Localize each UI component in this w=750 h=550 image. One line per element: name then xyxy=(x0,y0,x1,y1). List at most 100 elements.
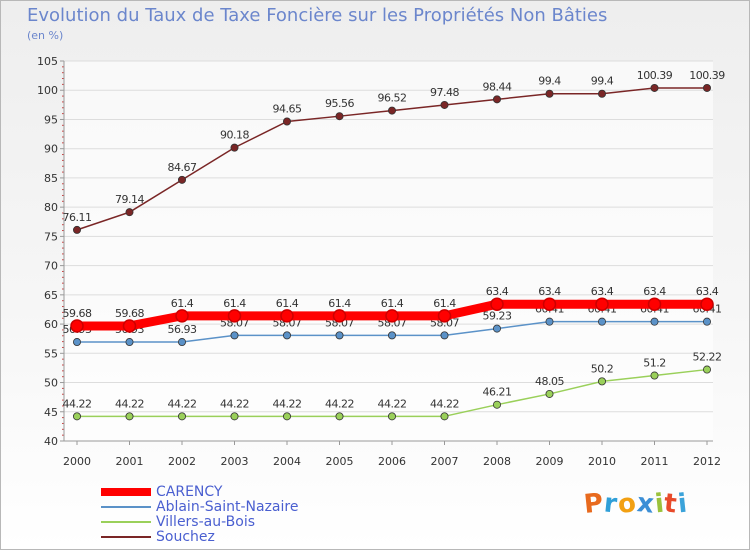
y-tick-label: 55 xyxy=(44,347,58,360)
y-axis: 40 45 50 55 60 65 70 75 80 85 90 95 100 105 xyxy=(37,55,65,448)
y-tick-label: 85 xyxy=(44,172,58,185)
data-point xyxy=(73,225,82,234)
x-tick-label: 2008 xyxy=(483,455,511,468)
x-tick-label: 2011 xyxy=(641,455,669,468)
data-point xyxy=(227,309,242,323)
legend-label: Ablain-Saint-Nazaire xyxy=(156,499,299,515)
data-point xyxy=(598,317,607,326)
data-point xyxy=(492,324,501,333)
data-point xyxy=(385,309,399,323)
data-label: 100.39 xyxy=(637,69,673,82)
legend: CARENCY Ablain-Saint-Nazaire Villers-au-Bo… xyxy=(101,485,421,545)
data-label: 84.67 xyxy=(168,161,197,174)
data-point xyxy=(542,297,557,311)
x-tick-label: 2012 xyxy=(693,455,721,468)
data-label: 44.22 xyxy=(63,397,92,410)
proxiti-logo: Proxiti xyxy=(582,488,689,520)
data-label: 98.44 xyxy=(483,80,512,93)
data-point xyxy=(492,400,501,409)
plot-area xyxy=(64,61,713,441)
y-tick-label: 90 xyxy=(44,143,58,156)
x-tick-label: 2009 xyxy=(536,455,564,468)
data-label: 59.68 xyxy=(115,307,144,320)
data-label: 46.21 xyxy=(483,386,512,399)
legend-swatch xyxy=(101,521,151,523)
data-point xyxy=(492,95,501,104)
legend-item: CARENCY xyxy=(101,485,421,500)
x-axis: 2000 2001 2002 2003 2004 2005 2006 2007 2008 2009… xyxy=(63,440,721,468)
data-point xyxy=(545,389,554,398)
data-point xyxy=(177,175,186,184)
data-label: 61.4 xyxy=(171,297,194,310)
data-label: 61.4 xyxy=(381,297,404,310)
legend-swatch xyxy=(101,488,151,496)
data-label: 63.4 xyxy=(696,285,719,298)
y-tick-label: 100 xyxy=(37,84,58,97)
data-label: 90.18 xyxy=(220,129,249,142)
data-label: 59.68 xyxy=(63,307,92,320)
data-point xyxy=(230,143,239,152)
data-point xyxy=(125,208,134,217)
data-point xyxy=(177,412,186,421)
x-tick-label: 2001 xyxy=(116,455,144,468)
data-label: 51.2 xyxy=(643,357,666,370)
data-point xyxy=(387,412,396,421)
data-label: 63.4 xyxy=(486,285,509,298)
series-souchez: 76.11 79.14 84.67 90.18 94.65 95.56 96.52 97.48… xyxy=(63,69,726,234)
data-point xyxy=(177,338,186,347)
legend-swatch xyxy=(101,506,151,508)
data-label: 61.4 xyxy=(223,297,246,310)
data-label: 99.4 xyxy=(538,75,561,88)
legend-label: CARENCY xyxy=(156,484,223,500)
x-tick-label: 2000 xyxy=(63,455,91,468)
data-label: 44.22 xyxy=(220,397,249,410)
data-label: 44.22 xyxy=(115,397,144,410)
x-tick-label: 2004 xyxy=(273,455,301,468)
x-tick-label: 2006 xyxy=(378,455,406,468)
data-point xyxy=(703,317,712,326)
data-point xyxy=(230,331,239,340)
data-point xyxy=(70,319,84,333)
y-tick-label: 95 xyxy=(44,113,58,126)
data-label: 63.4 xyxy=(538,285,561,298)
y-tick-label: 80 xyxy=(44,201,58,214)
data-label: 44.22 xyxy=(378,397,407,410)
data-label: 94.65 xyxy=(273,103,302,116)
data-point xyxy=(440,412,449,421)
data-label: 96.52 xyxy=(378,92,407,105)
data-point xyxy=(647,297,662,311)
series-villers-au-bois: 44.22 44.22 44.22 44.22 44.22 44.22 44.22 44.22… xyxy=(63,351,722,421)
data-label: 44.22 xyxy=(325,397,354,410)
y-tick-label: 40 xyxy=(44,435,58,448)
legend-item: Ablain-Saint-Nazaire xyxy=(101,500,421,515)
data-point xyxy=(650,317,659,326)
data-label: 59.23 xyxy=(483,310,512,323)
chart-title: Evolution du Taux de Taxe Foncière sur l… xyxy=(27,5,608,26)
legend-item: Souchez xyxy=(101,530,421,545)
x-tick-label: 2007 xyxy=(431,455,459,468)
data-point xyxy=(282,331,291,340)
legend-swatch xyxy=(101,536,151,538)
data-point xyxy=(73,338,82,347)
data-point xyxy=(595,297,609,311)
data-point xyxy=(73,412,82,421)
data-point xyxy=(387,331,396,340)
data-point xyxy=(230,412,239,421)
data-label: 61.4 xyxy=(433,297,456,310)
data-point xyxy=(125,338,134,347)
data-point xyxy=(703,365,712,374)
data-point xyxy=(122,319,137,333)
data-point xyxy=(125,412,134,421)
data-label: 79.14 xyxy=(115,193,144,206)
data-point xyxy=(335,331,344,340)
data-point xyxy=(545,317,554,326)
y-tick-label: 50 xyxy=(44,377,58,390)
data-label: 48.05 xyxy=(535,375,564,388)
legend-label: Souchez xyxy=(156,529,215,545)
y-tick-label: 75 xyxy=(44,230,58,243)
data-point xyxy=(700,297,714,311)
data-point xyxy=(703,83,712,92)
data-point xyxy=(598,377,607,386)
